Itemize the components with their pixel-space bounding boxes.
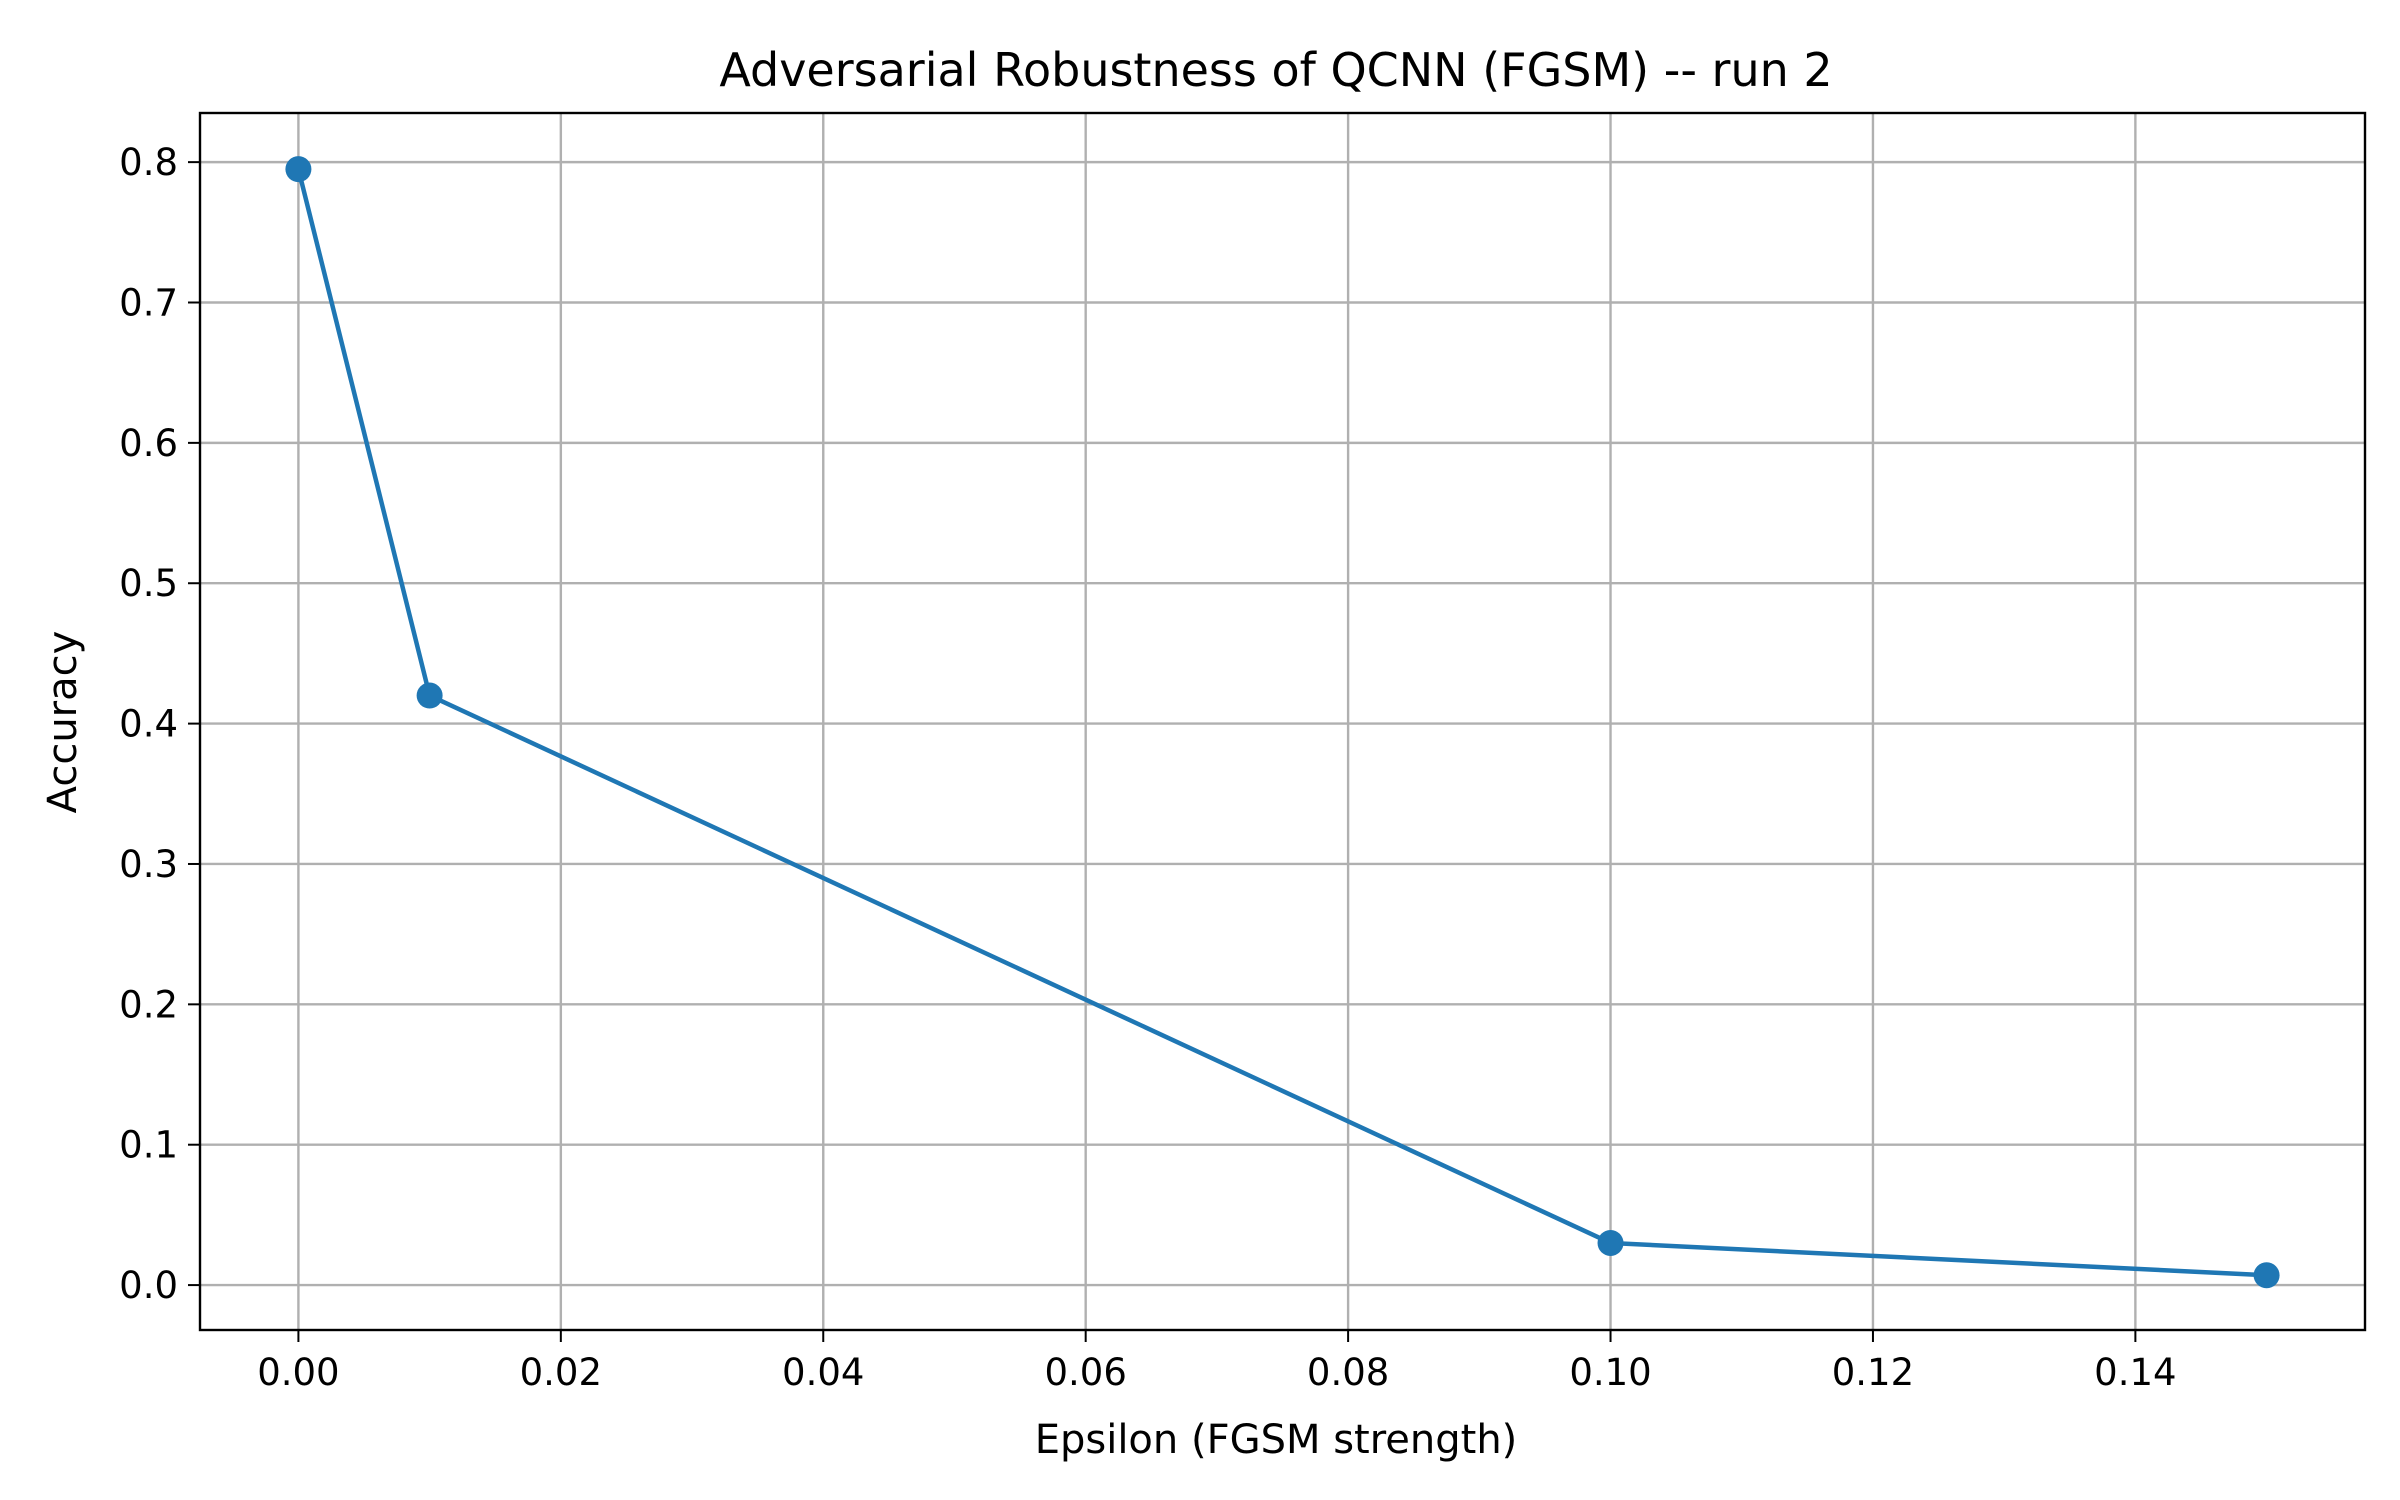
x-tick-label: 0.02 [520,1351,602,1394]
y-tick-label: 0.4 [119,703,178,746]
y-tick-label: 0.8 [119,141,178,184]
x-axis-label: Epsilon (FGSM strength) [1035,1417,1518,1463]
chart-title: Adversarial Robustness of QCNN (FGSM) --… [719,43,1832,97]
data-point [416,682,443,709]
series-line [296,168,2267,1278]
y-tick-label: 0.7 [119,281,178,324]
series-layer [285,156,2280,1289]
x-tick-label: 0.00 [257,1351,339,1394]
x-tick-label: 0.08 [1307,1351,1389,1394]
data-point [1597,1229,1624,1256]
y-tick-label: 0.6 [119,422,178,465]
x-tick-label: 0.14 [2094,1351,2176,1394]
y-axis-label: Accuracy [40,631,86,814]
y-tick-label: 0.5 [119,562,178,605]
x-tick-label: 0.10 [1569,1351,1651,1394]
x-tick-label: 0.12 [1832,1351,1914,1394]
axes-layer: 0.00 0.02 0.04 0.06 0.08 0.10 0.12 0.14 0.0 0.1 0.… [119,111,2367,1394]
x-tick-label: 0.06 [1044,1351,1126,1394]
y-tick-label: 0.2 [119,983,178,1026]
y-tick-label: 0.1 [119,1124,178,1167]
y-tick-label: 0.0 [119,1264,178,1307]
grid-layer [200,113,2365,1330]
y-tick-label: 0.3 [119,843,178,886]
plot-frame [198,111,2367,1332]
x-tick-label: 0.04 [782,1351,864,1394]
data-point [2253,1262,2280,1289]
data-point [285,156,312,183]
